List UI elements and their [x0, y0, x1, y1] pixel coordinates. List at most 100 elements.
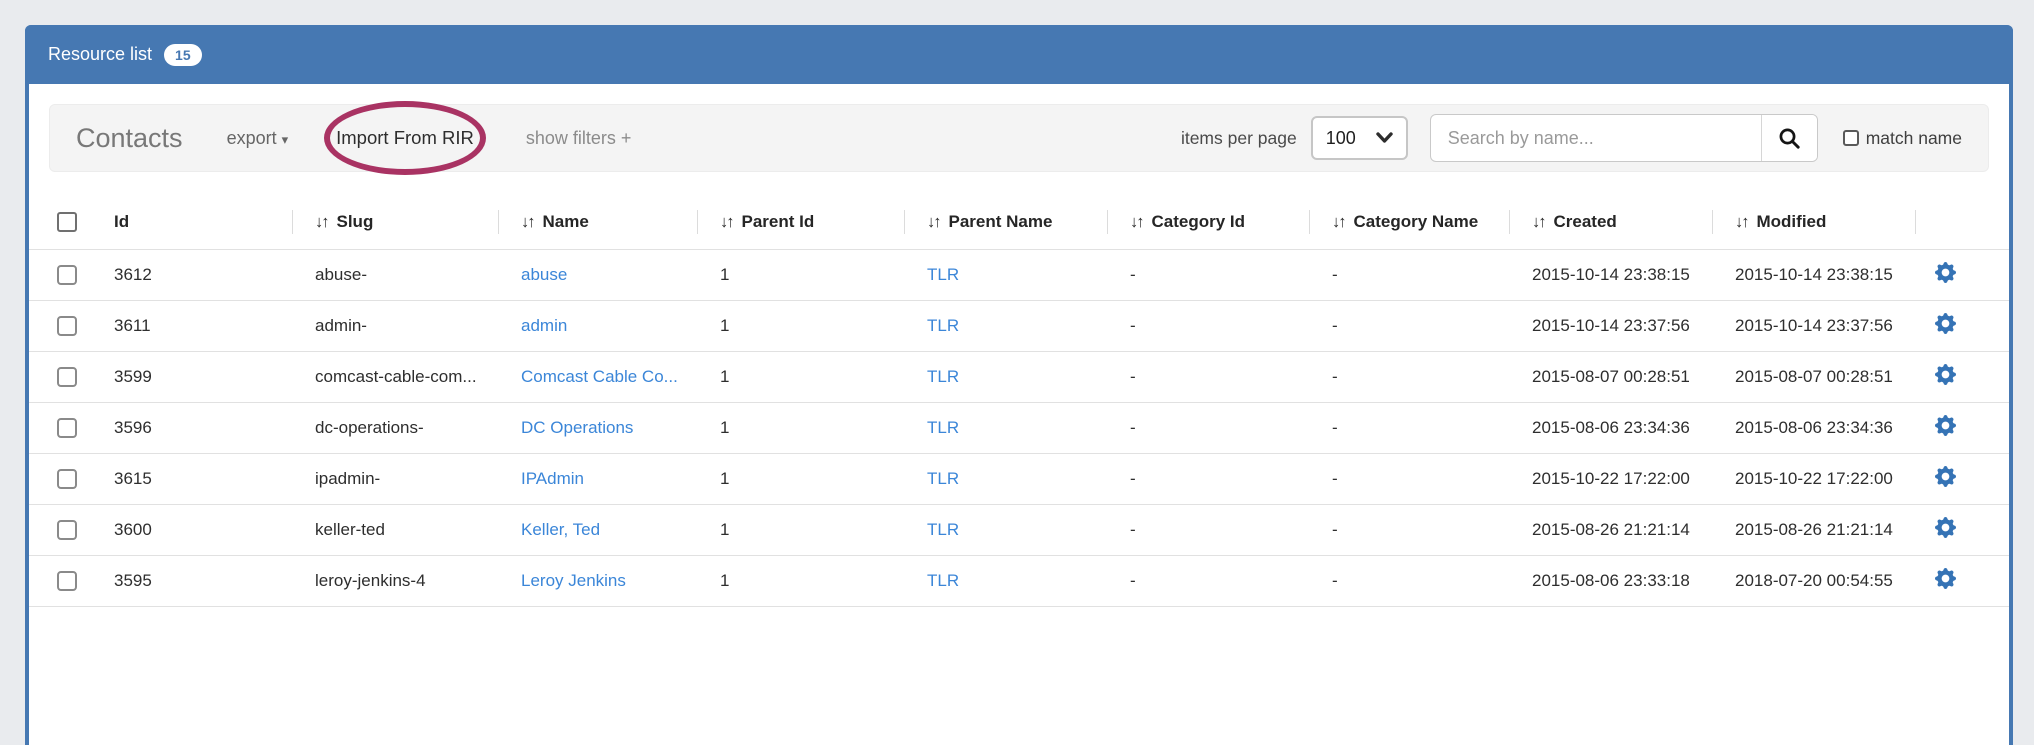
column-header-modified[interactable]: ↓↑ Modified	[1712, 195, 1915, 249]
search-group	[1429, 114, 1818, 162]
page-title: Contacts	[76, 122, 183, 153]
table-header: Id ↓↑ Slug ↓↑ Name ↓↑ Parent Id ↓↑ Parent Name ↓↑…	[29, 195, 2009, 249]
name-link[interactable]: Leroy Jenkins	[521, 570, 626, 590]
row-settings-button[interactable]	[1935, 363, 1956, 385]
cell-slug: leroy-jenkins-4	[292, 554, 498, 607]
items-per-page-select[interactable]: 100	[1310, 116, 1408, 160]
row-select-checkbox[interactable]	[57, 366, 77, 387]
import-from-rir-button[interactable]: Import From RIR	[336, 127, 474, 148]
contacts-table: Id ↓↑ Slug ↓↑ Name ↓↑ Parent Id ↓↑ Parent Name ↓↑…	[29, 195, 2009, 607]
row-select-checkbox[interactable]	[57, 468, 77, 489]
row-actions-cell	[1915, 554, 2009, 607]
sort-icon[interactable]: ↓↑	[1130, 212, 1144, 231]
row-actions-cell	[1915, 401, 2009, 453]
column-header-parent_name[interactable]: ↓↑ Parent Name	[904, 195, 1107, 249]
row-select-cell	[29, 503, 91, 555]
sort-icon[interactable]: ↓↑	[521, 212, 535, 231]
row-select-checkbox[interactable]	[57, 264, 77, 285]
export-button[interactable]: export ▾	[226, 127, 289, 148]
cell-created: 2015-08-07 00:28:51	[1509, 350, 1712, 402]
gear-icon	[1935, 567, 1956, 589]
name-link[interactable]: Comcast Cable Co...	[521, 366, 678, 386]
row-settings-button[interactable]	[1935, 414, 1956, 436]
cell-id: 3611	[91, 299, 292, 351]
parent_name-link[interactable]: TLR	[927, 468, 960, 488]
row-select-checkbox[interactable]	[57, 417, 77, 438]
search-button[interactable]	[1760, 115, 1817, 161]
sort-icon[interactable]: ↓↑	[1332, 212, 1346, 231]
cell-name: DC Operations	[498, 401, 697, 453]
cell-name: Leroy Jenkins	[498, 554, 697, 607]
parent_name-link[interactable]: TLR	[927, 417, 960, 437]
row-select-checkbox[interactable]	[57, 570, 77, 591]
cell-category_id: -	[1107, 299, 1309, 351]
row-settings-button[interactable]	[1935, 465, 1956, 487]
row-select-checkbox[interactable]	[57, 519, 77, 540]
name-link[interactable]: DC Operations	[521, 417, 634, 437]
cell-id: 3596	[91, 401, 292, 453]
cell-category_id: -	[1107, 248, 1309, 300]
import-from-rir-wrap: Import From RIR	[323, 101, 486, 175]
cell-category_name: -	[1309, 350, 1509, 402]
name-link[interactable]: abuse	[521, 264, 568, 284]
gear-icon	[1935, 516, 1956, 538]
gear-icon	[1935, 465, 1956, 487]
show-filters-button[interactable]: show filters +	[525, 127, 632, 148]
name-link[interactable]: Keller, Ted	[521, 519, 601, 539]
resource-list-panel: Resource list 15 Contacts export ▾ Import…	[25, 25, 2013, 745]
row-settings-button[interactable]	[1935, 567, 1956, 589]
cell-parent_id: 1	[697, 350, 904, 402]
cell-name: IPAdmin	[498, 452, 697, 504]
column-header-name[interactable]: ↓↑ Name	[498, 195, 697, 249]
table-row: 3612 abuse-abuse 1 TLR - -2015-10-14 23:38:15…	[29, 248, 2009, 300]
cell-parent_name: TLR	[904, 350, 1107, 402]
column-label: Slug	[336, 211, 374, 231]
cell-parent_id: 1	[697, 401, 904, 453]
table-row: 3611 admin-admin 1 TLR - -2015-10-14 23:37:56…	[29, 299, 2009, 351]
match-name-wrap: match name	[1842, 128, 1962, 149]
row-settings-button[interactable]	[1935, 516, 1956, 538]
cell-created: 2015-08-26 21:21:14	[1509, 503, 1712, 555]
sort-icon[interactable]: ↓↑	[927, 212, 941, 231]
column-header-parent_id[interactable]: ↓↑ Parent Id	[697, 195, 904, 249]
sort-icon[interactable]: ↓↑	[720, 212, 734, 231]
gear-icon	[1935, 363, 1956, 385]
row-settings-button[interactable]	[1935, 261, 1956, 283]
cell-slug: admin-	[292, 299, 498, 351]
gear-icon	[1935, 414, 1956, 436]
search-input[interactable]	[1430, 115, 1761, 161]
column-header-category_name[interactable]: ↓↑ Category Name	[1309, 195, 1509, 249]
name-link[interactable]: admin	[521, 315, 568, 335]
parent_name-link[interactable]: TLR	[927, 519, 960, 539]
cell-id: 3595	[91, 554, 292, 607]
name-link[interactable]: IPAdmin	[521, 468, 584, 488]
column-header-slug[interactable]: ↓↑ Slug	[292, 195, 498, 249]
row-select-checkbox[interactable]	[57, 315, 77, 336]
parent_name-link[interactable]: TLR	[927, 366, 960, 386]
select-all-checkbox[interactable]	[57, 211, 77, 232]
sort-icon[interactable]: ↓↑	[1532, 212, 1546, 231]
column-header-category_id[interactable]: ↓↑ Category Id	[1107, 195, 1309, 249]
row-actions-cell	[1915, 248, 2009, 300]
cell-category_name: -	[1309, 503, 1509, 555]
column-label: Id	[114, 211, 130, 231]
cell-parent_name: TLR	[904, 503, 1107, 555]
cell-name: admin	[498, 299, 697, 351]
chevron-down-icon	[1376, 132, 1393, 143]
parent_name-link[interactable]: TLR	[927, 315, 960, 335]
column-header-created[interactable]: ↓↑ Created	[1509, 195, 1712, 249]
cell-id: 3612	[91, 248, 292, 300]
sort-icon[interactable]: ↓↑	[315, 212, 329, 231]
parent_name-link[interactable]: TLR	[927, 264, 960, 284]
match-name-checkbox[interactable]	[1842, 130, 1859, 146]
cell-id: 3599	[91, 350, 292, 402]
parent_name-link[interactable]: TLR	[927, 570, 960, 590]
cell-category_name: -	[1309, 452, 1509, 504]
row-actions-cell	[1915, 350, 2009, 402]
row-settings-button[interactable]	[1935, 312, 1956, 334]
cell-parent_id: 1	[697, 299, 904, 351]
cell-modified: 2015-08-07 00:28:51	[1712, 350, 1915, 402]
sort-icon[interactable]: ↓↑	[1735, 212, 1749, 231]
cell-parent_id: 1	[697, 554, 904, 607]
toolbar-right-group: items per page 100 match name	[1181, 114, 1962, 162]
